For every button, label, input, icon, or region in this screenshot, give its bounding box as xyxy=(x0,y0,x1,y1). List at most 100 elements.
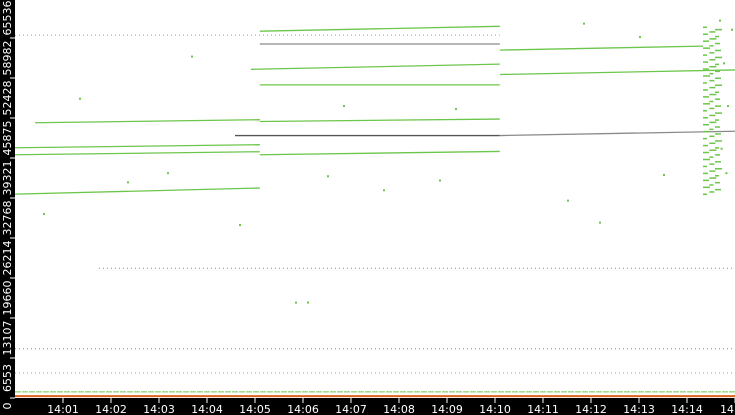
x-tick-label-3: 14:04 xyxy=(191,403,223,415)
cluster-mark-53 xyxy=(715,70,720,73)
x-tick-label-9: 14:10 xyxy=(479,403,511,415)
plot-background xyxy=(15,0,735,398)
cluster-mark-30 xyxy=(703,123,709,126)
flow-segment-8 xyxy=(499,45,704,51)
cluster-mark-31 xyxy=(709,121,717,124)
cluster-mark-48 xyxy=(703,82,707,84)
scatter-point-6 xyxy=(327,175,329,178)
cluster-mark-11 xyxy=(715,168,722,170)
x-tick-label-2: 14:03 xyxy=(143,403,175,415)
scatter-point-20 xyxy=(727,105,729,108)
cluster-mark-9 xyxy=(703,172,708,175)
cluster-mark-61 xyxy=(709,52,715,54)
flow-segment-2 xyxy=(14,187,260,195)
flow-segment-1 xyxy=(14,151,260,156)
cluster-mark-68 xyxy=(715,35,719,38)
scatter-point-4 xyxy=(127,181,129,184)
chart-marks xyxy=(14,19,735,398)
x-tick-label-6: 14:07 xyxy=(335,403,367,415)
flow-segment-9 xyxy=(499,69,735,76)
cluster-mark-33 xyxy=(703,116,708,119)
cluster-mark-47 xyxy=(715,84,722,87)
cluster-mark-28 xyxy=(709,128,714,131)
cluster-mark-34 xyxy=(709,114,716,117)
cluster-mark-23 xyxy=(715,140,722,142)
y-tick-label-9: 58982 xyxy=(1,41,14,76)
flow-segment-0 xyxy=(14,144,260,149)
cluster-mark-26 xyxy=(715,133,721,135)
y-tick-label-7: 45875 xyxy=(1,121,14,156)
scatter-point-16 xyxy=(583,22,585,25)
cluster-mark-65 xyxy=(715,42,720,45)
cluster-mark-16 xyxy=(709,156,714,158)
cluster-mark-6 xyxy=(703,179,709,182)
y-tick-label-6: 39321 xyxy=(1,161,14,196)
cluster-mark-20 xyxy=(715,147,719,149)
cluster-mark-49 xyxy=(709,79,715,82)
scatter-point-5 xyxy=(167,172,169,175)
scatter-point-15 xyxy=(455,108,457,111)
scatter-point-11 xyxy=(663,174,665,177)
x-axis: 14:01 14:02 14:03 14:04 14:05 14:06 14:07 14:08… xyxy=(47,398,735,415)
y-axis: 0 6553 13107 19660 26214 32768 39321 45875 52428… xyxy=(1,1,15,410)
scatter-point-21 xyxy=(720,147,723,150)
cluster-mark-46 xyxy=(709,86,716,89)
cluster-mark-25 xyxy=(709,135,715,138)
y-tick-label-1: 6553 xyxy=(1,364,14,392)
x-tick-label-13: 14:14 xyxy=(671,403,703,415)
cluster-mark-52 xyxy=(709,72,714,75)
scatter-point-8 xyxy=(439,179,441,182)
scatter-point-0 xyxy=(239,224,241,227)
scatter-point-9 xyxy=(567,199,569,202)
cluster-mark-14 xyxy=(715,161,721,163)
cluster-mark-45 xyxy=(703,89,708,91)
y-tick-label-2: 13107 xyxy=(1,321,14,356)
cluster-mark-71 xyxy=(715,28,722,31)
cluster-mark-62 xyxy=(715,49,721,52)
cluster-mark-22 xyxy=(709,142,716,145)
cluster-mark-67 xyxy=(709,38,717,40)
cluster-mark-8 xyxy=(715,174,719,177)
cluster-mark-29 xyxy=(715,126,720,128)
cluster-mark-63 xyxy=(703,47,710,49)
cluster-mark-69 xyxy=(703,33,708,35)
cluster-mark-35 xyxy=(715,112,722,114)
x-tick-label-0: 14:01 xyxy=(47,403,79,415)
y-tick-label-3: 19660 xyxy=(1,281,14,316)
cluster-mark-38 xyxy=(715,105,721,107)
cluster-mark-0 xyxy=(703,193,707,196)
cluster-mark-55 xyxy=(709,65,717,68)
cluster-mark-44 xyxy=(715,91,719,93)
flow-segment-3 xyxy=(34,119,260,124)
scatter-point-17 xyxy=(639,36,641,39)
cluster-mark-3 xyxy=(703,186,710,189)
scatter-point-23 xyxy=(731,28,733,31)
scatter-point-10 xyxy=(599,221,601,224)
scatter-point-3 xyxy=(43,213,45,216)
x-axis-bar xyxy=(0,398,735,415)
cluster-mark-15 xyxy=(703,158,710,161)
cluster-mark-50 xyxy=(715,77,721,80)
scatter-point-18 xyxy=(719,19,721,22)
cluster-mark-43 xyxy=(709,93,717,96)
cluster-mark-32 xyxy=(715,119,719,121)
y-tick-label-0: 0 xyxy=(1,403,14,410)
scatter-point-14 xyxy=(343,105,345,108)
scatter-point-22 xyxy=(725,172,728,175)
cluster-mark-2 xyxy=(715,188,721,191)
cluster-mark-27 xyxy=(703,130,710,133)
cluster-mark-17 xyxy=(715,154,720,156)
x-tick-label-8: 14:09 xyxy=(431,403,463,415)
cluster-mark-58 xyxy=(709,59,716,61)
cluster-mark-12 xyxy=(703,165,707,168)
scatter-point-1 xyxy=(295,301,297,304)
flow-segment-6 xyxy=(259,118,500,123)
cluster-mark-64 xyxy=(709,45,714,47)
cluster-mark-41 xyxy=(715,98,720,100)
x-tick-label-12: 14:13 xyxy=(623,403,655,415)
x-tick-label-1: 14:02 xyxy=(95,403,127,415)
cluster-mark-66 xyxy=(703,40,709,42)
flow-segment-11 xyxy=(499,130,735,137)
cluster-mark-72 xyxy=(703,26,707,29)
